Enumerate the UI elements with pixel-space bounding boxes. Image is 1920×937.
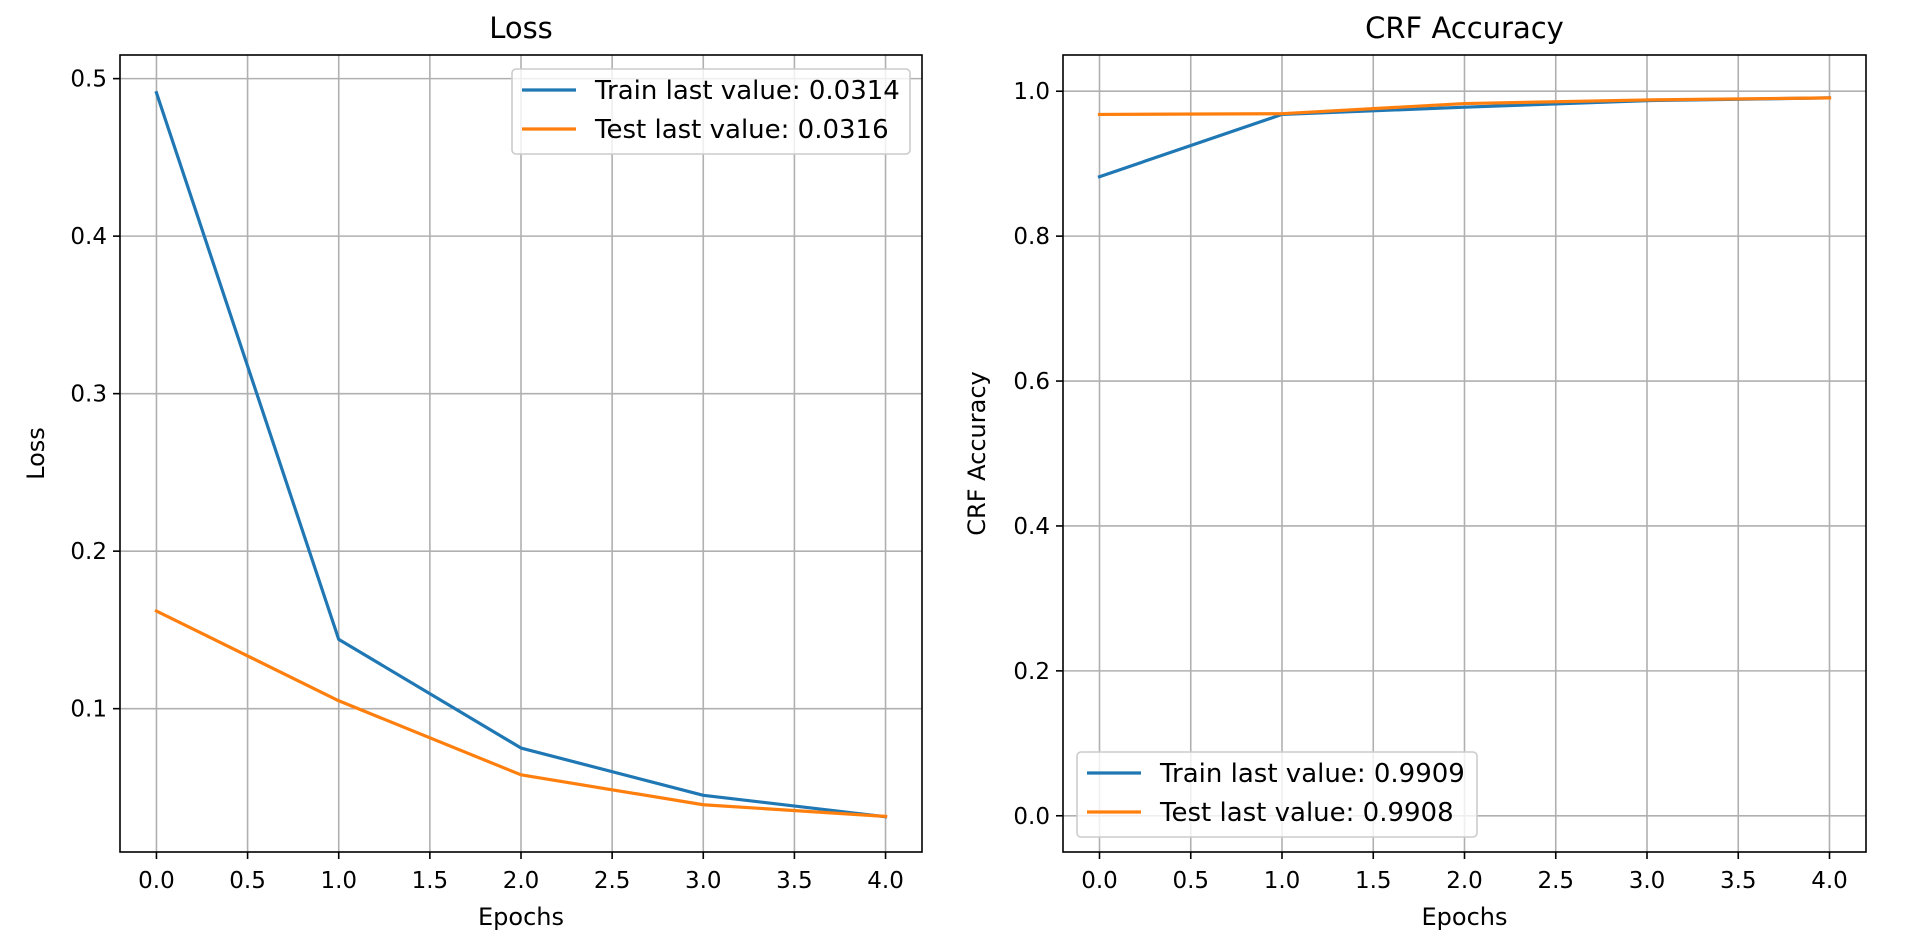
- x-tick-label: 0.5: [229, 868, 266, 894]
- grid: [1063, 55, 1866, 852]
- x-tick-label: 3.5: [776, 868, 813, 894]
- x-axis-label: Epochs: [478, 903, 564, 931]
- y-tick-label: 1.0: [1013, 79, 1050, 105]
- y-tick-label: 0.2: [1013, 659, 1050, 685]
- y-axis-label: CRF Accuracy: [963, 371, 991, 535]
- legend: Train last value: 0.0314 Test last value:…: [511, 68, 911, 155]
- x-tick-label: 1.0: [1264, 868, 1301, 894]
- x-axis-label: Epochs: [1422, 903, 1508, 931]
- y-tick-label: 0.8: [1013, 224, 1050, 250]
- x-tick-label: 2.5: [1537, 868, 1574, 894]
- x-tick-label: 1.5: [412, 868, 449, 894]
- legend-entry-1: Train last value: 0.0314: [594, 76, 900, 106]
- series-line-1: [154, 90, 888, 819]
- x-tick-label: 2.0: [503, 868, 540, 894]
- x-tick-label: 2.5: [594, 868, 631, 894]
- x-tick-label: 4.0: [1811, 868, 1848, 894]
- legend-box: [511, 68, 911, 155]
- y-tick-label: 0.0: [1013, 804, 1050, 830]
- chart-title: Loss: [489, 11, 553, 45]
- grid: [120, 55, 922, 852]
- chart-panel-1: 0.0 0.5 1.0 1.5 2.0 2.5 3.0 3.5 4.0 0.1 0.2 0.3 0.4 0…: [22, 11, 923, 931]
- x-tick-label: 0.0: [1081, 868, 1118, 894]
- x-tick-label: 0.5: [1172, 868, 1209, 894]
- x-tick-label: 3.0: [1629, 868, 1666, 894]
- x-tick-label: 4.0: [867, 868, 904, 894]
- y-tick-label: 0.1: [70, 697, 107, 723]
- x-tick-label: 1.5: [1355, 868, 1392, 894]
- y-tick-label: 0.6: [1013, 369, 1050, 395]
- y-axis-label: Loss: [22, 427, 50, 480]
- x-tick-label: 0.0: [138, 868, 175, 894]
- legend-entry-2: Test last value: 0.9908: [1159, 798, 1454, 828]
- series-line-2: [154, 608, 888, 819]
- y-tick-label: 0.3: [70, 382, 107, 408]
- chart-panel-2: 0.0 0.5 1.0 1.5 2.0 2.5 3.0 3.5 4.0 0.0 0.2 0.4 0.6 0…: [963, 11, 1867, 931]
- x-tick-label: 2.0: [1446, 868, 1483, 894]
- x-tick-label: 1.0: [320, 868, 357, 894]
- legend-entry-1: Train last value: 0.9909: [1159, 759, 1465, 789]
- legend-box: [1076, 751, 1478, 838]
- y-tick-label: 0.5: [70, 67, 107, 93]
- x-tick-label: 3.0: [685, 868, 722, 894]
- legend-entry-2: Test last value: 0.0316: [594, 115, 889, 145]
- legend: Train last value: 0.9909 Test last value:…: [1076, 751, 1478, 838]
- y-tick-label: 0.4: [1013, 514, 1050, 540]
- y-tick-label: 0.2: [70, 539, 107, 565]
- series-line-2: [1097, 96, 1832, 117]
- chart-title: CRF Accuracy: [1365, 11, 1564, 45]
- y-tick-label: 0.4: [70, 224, 107, 250]
- x-tick-label: 3.5: [1720, 868, 1757, 894]
